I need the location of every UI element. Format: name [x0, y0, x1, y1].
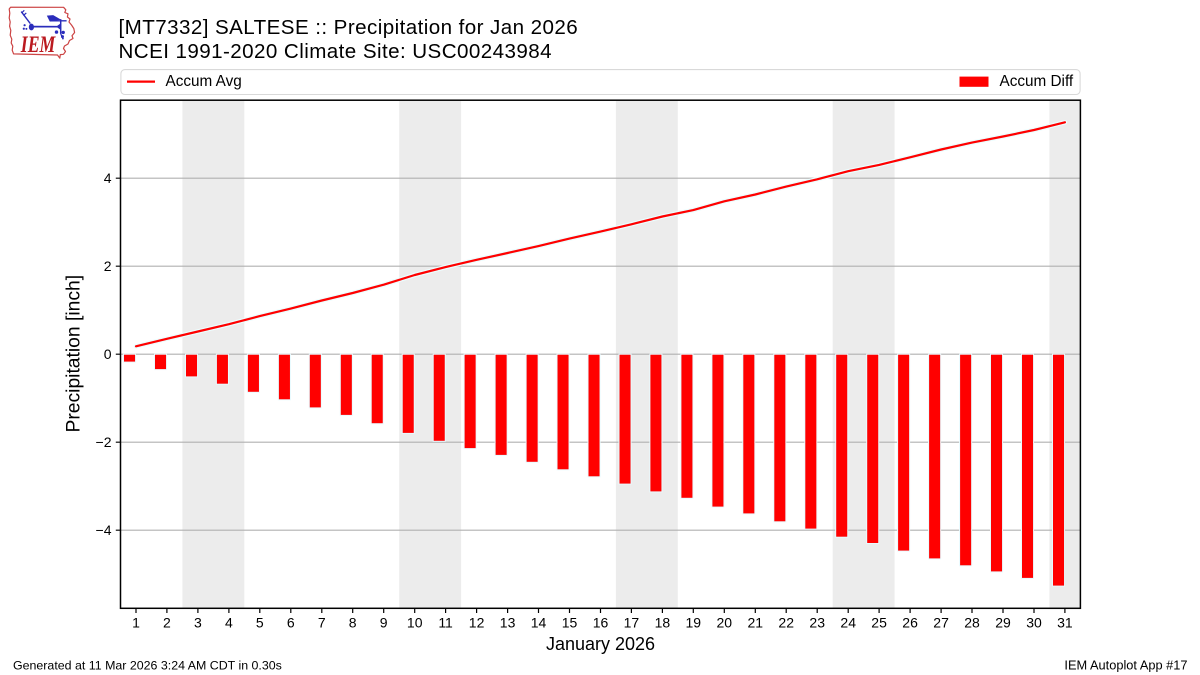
svg-text:28: 28	[964, 615, 980, 631]
svg-text:8: 8	[349, 615, 357, 631]
svg-text:27: 27	[933, 615, 949, 631]
svg-text:24: 24	[840, 615, 856, 631]
svg-text:26: 26	[902, 615, 918, 631]
svg-text:January 2026: January 2026	[546, 634, 655, 654]
svg-text:18: 18	[655, 615, 671, 631]
svg-text:4: 4	[225, 615, 233, 631]
svg-text:25: 25	[871, 615, 887, 631]
svg-text:23: 23	[809, 615, 825, 631]
svg-text:12: 12	[469, 615, 485, 631]
svg-text:2: 2	[163, 615, 171, 631]
svg-text:−4: −4	[96, 522, 112, 538]
svg-text:21: 21	[748, 615, 764, 631]
svg-text:Generated at 11 Mar 2026 3:24: Generated at 11 Mar 2026 3:24 AM CDT in …	[13, 659, 282, 673]
svg-text:4: 4	[104, 170, 112, 186]
svg-text:10: 10	[407, 615, 423, 631]
svg-text:NCEI 1991-2020 Climate Site: U: NCEI 1991-2020 Climate Site: USC00243984	[119, 40, 553, 63]
svg-text:20: 20	[717, 615, 733, 631]
svg-text:−2: −2	[96, 434, 112, 450]
svg-text:IEM Autoplot App #17: IEM Autoplot App #17	[1064, 658, 1187, 673]
svg-text:5: 5	[256, 615, 264, 631]
svg-text:29: 29	[995, 615, 1011, 631]
svg-text:IEM: IEM	[20, 32, 56, 58]
svg-text:2: 2	[104, 258, 112, 274]
svg-text:30: 30	[1026, 615, 1042, 631]
svg-text:17: 17	[624, 615, 640, 631]
svg-text:14: 14	[531, 615, 547, 631]
svg-text:1: 1	[132, 615, 140, 631]
svg-text:16: 16	[593, 615, 609, 631]
svg-text:9: 9	[380, 615, 388, 631]
svg-text:31: 31	[1057, 615, 1073, 631]
svg-text:Accum Diff: Accum Diff	[1000, 73, 1074, 90]
svg-text:7: 7	[318, 615, 326, 631]
svg-text:Accum Avg: Accum Avg	[166, 73, 242, 90]
svg-text:22: 22	[778, 615, 794, 631]
svg-text:6: 6	[287, 615, 295, 631]
svg-text:15: 15	[562, 615, 578, 631]
svg-text:11: 11	[438, 615, 453, 631]
svg-text:[MT7332] SALTESE :: Precipitat: [MT7332] SALTESE :: Precipitation for Ja…	[119, 16, 579, 39]
svg-text:13: 13	[500, 615, 516, 631]
svg-text:19: 19	[686, 615, 702, 631]
svg-text:3: 3	[194, 615, 202, 631]
svg-text:0: 0	[104, 346, 112, 362]
svg-text:Precipitation [inch]: Precipitation [inch]	[64, 275, 85, 433]
